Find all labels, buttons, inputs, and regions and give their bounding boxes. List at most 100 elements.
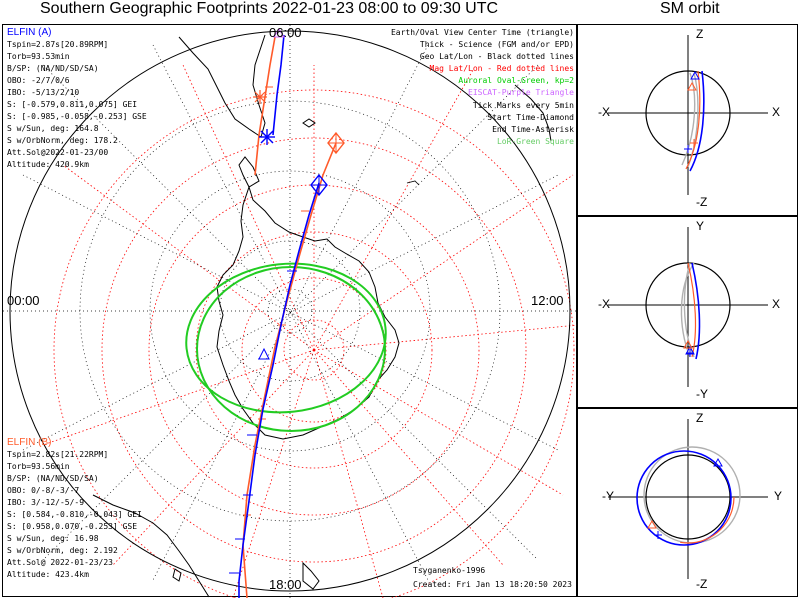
elfin-b-orbit xyxy=(641,450,735,544)
elfin-a-line: S: [-0.985,-0.058,-0.253] GSE xyxy=(7,112,147,121)
legend-item: End Time-Asterisk xyxy=(492,124,574,134)
elfin-a-info: ELFIN (A) Tspin=2.87s[20.89RPM] Torb=93.… xyxy=(7,27,147,171)
orbit-panel-xz: Z -Z -X X xyxy=(577,24,798,216)
elfin-a-line: OBO: -2/7/0/6 xyxy=(7,76,70,85)
mag-lat-ring xyxy=(101,137,527,563)
elfin-a-view-center-triangle xyxy=(258,347,270,360)
elfin-a-orbit xyxy=(691,262,701,360)
mag-lon-line xyxy=(313,349,564,496)
australia-coastline xyxy=(92,494,210,598)
elfin-b-line: OBO: 0/-8/-3/-7 xyxy=(7,486,80,495)
antarctic-peninsula xyxy=(238,156,260,188)
mag-lon-line xyxy=(313,324,578,351)
legend-item: LoR-Green Square xyxy=(496,136,574,146)
orbit-gray-track xyxy=(681,72,696,166)
elfin-a-line: Tspin=2.87s[20.89RPM] xyxy=(7,40,109,49)
model-credit: Tsyganenko-1996 xyxy=(413,566,486,575)
orbit-xy-top-label: Y xyxy=(696,219,705,233)
orbit-yz-top-label: Z xyxy=(696,411,704,425)
orbit-xz-left-label: -X xyxy=(598,105,610,119)
earth-circle xyxy=(645,70,731,156)
geo-lon-line xyxy=(42,64,539,561)
elfin-a-line: B/SP: (NA/ND/SD/SA) xyxy=(7,64,99,73)
time-label-left: 00:00 xyxy=(7,293,40,308)
legend-item: Start Time-Diamond xyxy=(487,112,574,122)
elfin-a-asterisk xyxy=(654,531,662,539)
elfin-b-track xyxy=(242,36,345,598)
elfin-a-orbit xyxy=(636,450,732,546)
elfin-a-track xyxy=(229,28,328,598)
south-america-coastline xyxy=(178,34,266,138)
elfin-a-line: IBO: -5/13/2/10 xyxy=(7,88,80,97)
legend-item: Geo Lat/Lon - Black dotted lines xyxy=(419,52,574,62)
new-zealand xyxy=(302,561,320,590)
elfin-a-line: Altitude: 420.9km xyxy=(7,160,89,169)
mag-lon-line xyxy=(313,174,574,351)
elfin-a-triangle xyxy=(713,457,723,467)
mag-lat-ring xyxy=(195,231,433,469)
orbit-panel-yz: Z -Z -Y Y xyxy=(577,408,798,597)
elfin-b-line: B/SP: (NA/ND/SD/SA) xyxy=(7,474,99,483)
legend-item: Tick Marks every 5min xyxy=(472,100,574,110)
time-label-right: 12:00 xyxy=(531,293,564,308)
map-legend: Earth/Oval View Center Time (triangle) T… xyxy=(391,27,574,148)
geo-lat-ring xyxy=(149,170,431,452)
elfin-b-triangle xyxy=(687,81,697,91)
footprint-map xyxy=(3,25,578,598)
elfin-b-orbit xyxy=(685,70,701,170)
orbit-yz-left-label: -Y xyxy=(602,489,614,503)
orbit-panel-xy: Y -Y -X X xyxy=(577,216,798,408)
elfin-b-orbit xyxy=(687,262,697,358)
elfin-b-info: ELFIN (B) Tspin=2.82s[21.22RPM] Torb=93.… xyxy=(7,437,142,581)
geo-lon-line xyxy=(22,174,559,451)
geo-grid xyxy=(3,25,578,598)
elfin-b-name: ELFIN (B) xyxy=(7,437,52,448)
time-label-top: 06:00 xyxy=(269,25,302,40)
mag-lon-line xyxy=(232,349,315,598)
elfin-a-name: ELFIN (A) xyxy=(7,27,52,38)
orbit-yz-right-label: Y xyxy=(774,489,783,503)
elfin-b-end-asterisk xyxy=(253,90,267,104)
time-label-bottom: 18:00 xyxy=(269,577,302,592)
orbit-plot-xy xyxy=(608,227,768,387)
legend-item: Mag Lat/Lon - Red dotted lines xyxy=(429,64,575,74)
elfin-b-line: IBO: 3/-12/-5/-9 xyxy=(7,498,85,507)
auroral-oval-outer xyxy=(185,262,387,414)
falkland-islands xyxy=(302,118,316,128)
earth-circle xyxy=(645,454,731,540)
elfin-a-line: S: [-0.579,0.811,0.075] GEI xyxy=(7,100,138,109)
elfin-b-footprint-line-2 xyxy=(242,142,337,598)
elfin-a-footprint-line xyxy=(272,34,285,136)
elfin-a-footprint-line-2 xyxy=(238,182,320,598)
auroral-oval-inner xyxy=(196,266,386,432)
geo-lat-ring xyxy=(267,288,313,334)
elfin-a-line: Torb=93.53min xyxy=(7,52,70,61)
orbit-yz-bottom-label: -Z xyxy=(696,577,708,591)
elfin-b-line: Tspin=2.82s[21.22RPM] xyxy=(7,450,109,459)
orbit-gray-track xyxy=(643,446,741,544)
orbit-xy-right-label: X xyxy=(772,297,781,311)
orbit-xy-bottom-label: -Y xyxy=(696,387,708,401)
auroral-ovals xyxy=(185,262,387,432)
orbit-plot-xz xyxy=(608,35,768,195)
south-georgia xyxy=(406,180,420,186)
elfin-b-footprint-line xyxy=(254,36,276,176)
orbit-xz-top-label: Z xyxy=(696,27,704,41)
africa-coastline xyxy=(514,84,552,142)
geo-lon-line xyxy=(42,64,539,561)
legend-item: Thick - Science (FGM and/or EPD) xyxy=(419,40,574,50)
mag-lat-ring xyxy=(241,277,387,423)
mag-lon-line xyxy=(112,349,315,566)
orbit-xy-left-label: -X xyxy=(598,297,610,311)
orbit-plot-yz xyxy=(608,419,768,579)
elfin-b-triangle xyxy=(647,519,657,529)
elfin-b-line: Altitude: 423.4km xyxy=(7,570,89,579)
elfin-b-line: S w/OrbNorm, deg: 2.192 xyxy=(7,546,118,555)
elfin-b-line: S: [0.958,0.070,-0.253] GSE xyxy=(7,522,138,531)
mag-lon-line xyxy=(313,349,504,566)
footprint-map-panel: 00:00 12:00 06:00 18:00 ELFIN (A) Tspin=… xyxy=(2,24,578,598)
elfin-b-line: Torb=93.56min xyxy=(7,462,70,471)
orbit-xz-right-label: X xyxy=(772,105,781,119)
elfin-a-orbit xyxy=(689,70,705,172)
tasmania xyxy=(172,568,182,582)
